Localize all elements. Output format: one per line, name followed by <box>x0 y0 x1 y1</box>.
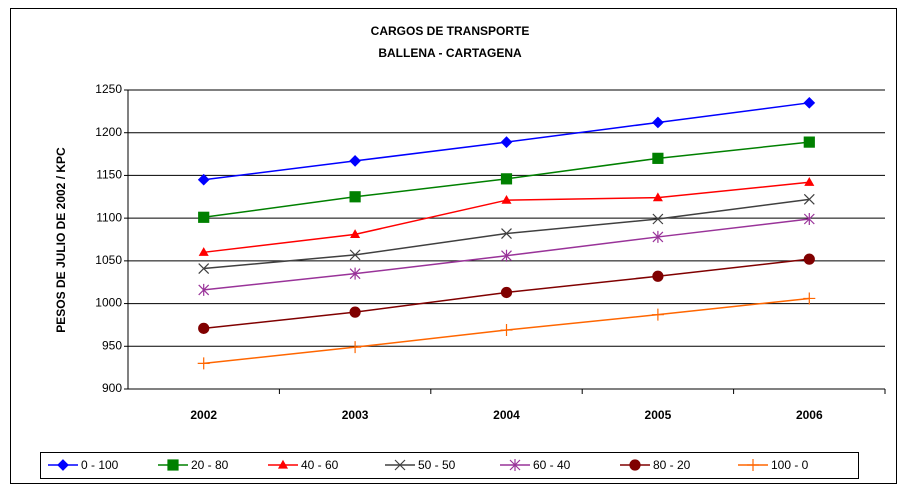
marker <box>652 116 664 129</box>
marker <box>500 286 513 299</box>
legend-label: 100 - 0 <box>771 458 809 472</box>
marker <box>349 267 361 280</box>
marker <box>197 173 210 186</box>
marker <box>803 193 815 205</box>
chart-title: CARGOS DE TRANSPORTE <box>371 24 530 38</box>
x-tick-label: 2002 <box>190 408 217 422</box>
x-tick-label: 2005 <box>645 408 672 422</box>
marker <box>349 341 362 354</box>
marker <box>349 155 361 167</box>
chart-subtitle: BALLENA - CARTAGENA <box>378 46 522 60</box>
marker <box>198 322 210 334</box>
marker <box>652 213 664 225</box>
marker <box>500 173 513 185</box>
marker <box>57 459 69 471</box>
marker <box>500 324 513 337</box>
marker <box>349 191 361 203</box>
chart-border <box>10 8 897 484</box>
marker <box>803 292 816 305</box>
marker <box>501 249 512 262</box>
legend-label: 60 - 40 <box>533 458 571 472</box>
legend-label: 50 - 50 <box>418 458 456 472</box>
marker <box>198 263 210 274</box>
y-tick-label: 1250 <box>95 82 122 96</box>
marker <box>198 247 209 256</box>
marker <box>197 357 210 370</box>
marker <box>500 136 513 148</box>
marker <box>803 212 815 225</box>
marker <box>509 459 521 471</box>
y-tick-label: 1000 <box>95 296 122 310</box>
x-tick-label: 2003 <box>342 408 369 422</box>
legend-label: 0 - 100 <box>81 458 119 472</box>
marker <box>804 177 815 186</box>
marker <box>198 283 210 296</box>
marker <box>747 459 759 471</box>
marker <box>394 459 406 471</box>
y-tick-label: 1050 <box>95 253 122 267</box>
marker <box>277 459 289 469</box>
y-axis-label: PESOS DE JULIO DE 2002 / KPC <box>54 147 68 333</box>
marker <box>501 228 512 239</box>
y-tick-label: 1100 <box>96 210 122 224</box>
y-tick-label: 900 <box>102 381 122 395</box>
marker <box>803 96 816 109</box>
marker <box>652 152 664 164</box>
x-tick-label: 2004 <box>493 408 520 422</box>
y-tick-label: 1150 <box>96 168 122 182</box>
marker <box>652 270 664 282</box>
legend-label: 40 - 60 <box>301 458 339 472</box>
marker <box>350 229 361 238</box>
marker <box>651 308 664 321</box>
marker <box>652 192 663 202</box>
marker <box>349 306 361 318</box>
marker <box>803 253 815 265</box>
marker <box>349 249 361 261</box>
legend-label: 20 - 80 <box>191 458 229 472</box>
y-tick-label: 1200 <box>95 125 122 139</box>
marker <box>167 459 179 471</box>
marker <box>198 211 210 223</box>
marker <box>803 136 815 148</box>
legend-label: 80 - 20 <box>653 458 691 472</box>
marker <box>629 459 641 471</box>
marker <box>652 230 664 243</box>
x-tick-label: 2006 <box>796 408 823 422</box>
y-tick-label: 950 <box>102 338 122 352</box>
marker <box>501 194 512 204</box>
